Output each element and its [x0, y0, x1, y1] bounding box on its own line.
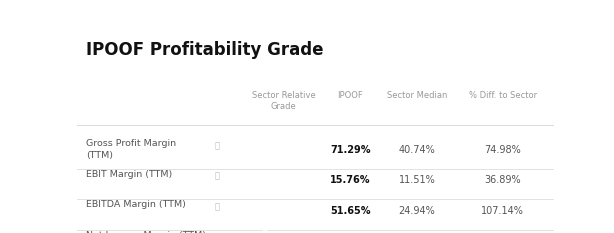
Text: 24.94%: 24.94% [398, 206, 435, 216]
Text: Gross Profit Margin
(TTM): Gross Profit Margin (TTM) [86, 139, 176, 160]
Text: EBIT Margin (TTM): EBIT Margin (TTM) [86, 170, 173, 179]
Text: 51.65%: 51.65% [330, 206, 371, 216]
Text: 36.89%: 36.89% [484, 175, 521, 185]
Text: Sector Median: Sector Median [387, 91, 447, 100]
Text: 15.76%: 15.76% [330, 175, 371, 185]
Text: A-: A- [261, 149, 273, 159]
Text: % Diff. to Sector: % Diff. to Sector [468, 91, 537, 100]
Text: IPOOF: IPOOF [338, 91, 363, 100]
Text: IPOOF Profitability Grade: IPOOF Profitability Grade [86, 41, 324, 58]
Text: A-: A- [261, 228, 273, 233]
Text: Net Income Margin (TTM): Net Income Margin (TTM) [86, 231, 206, 233]
Text: 11.51%: 11.51% [398, 175, 435, 185]
Text: 🏔: 🏔 [215, 202, 220, 211]
Text: EBITDA Margin (TTM): EBITDA Margin (TTM) [86, 200, 186, 209]
Text: B+: B+ [252, 26, 279, 44]
Text: Sector Relative
Grade: Sector Relative Grade [252, 91, 316, 111]
Text: 🏔: 🏔 [215, 141, 220, 150]
Text: 74.98%: 74.98% [484, 144, 521, 154]
Text: 71.29%: 71.29% [330, 144, 371, 154]
Text: 🏔: 🏔 [215, 171, 220, 181]
Text: 107.14%: 107.14% [481, 206, 524, 216]
Text: B: B [263, 188, 271, 198]
Text: 40.74%: 40.74% [398, 144, 435, 154]
